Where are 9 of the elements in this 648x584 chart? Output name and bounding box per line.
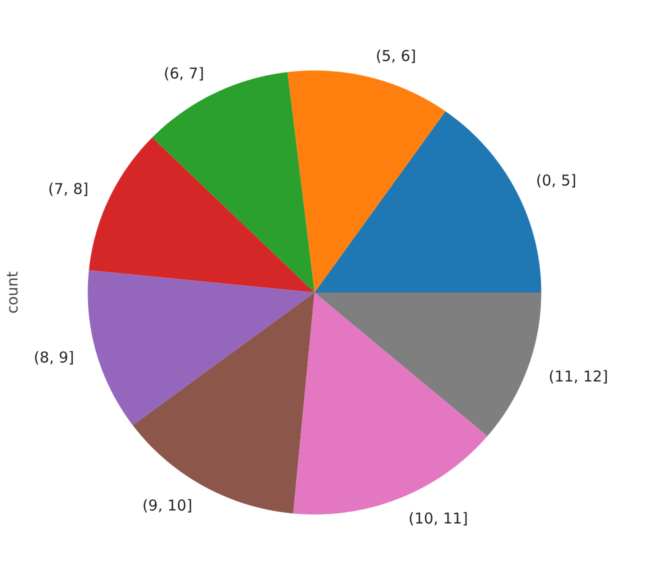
slice-label: (0, 5] bbox=[536, 171, 576, 190]
slice-label: (6, 7] bbox=[164, 64, 204, 83]
slice-label: (11, 12] bbox=[548, 368, 608, 386]
slice-label: (8, 9] bbox=[34, 348, 74, 367]
slice-label: (7, 8] bbox=[48, 180, 88, 198]
text: count bbox=[4, 271, 22, 314]
slice-label: (10, 11] bbox=[408, 510, 468, 528]
slice-label: (5, 6] bbox=[376, 46, 416, 65]
slice-label: (9, 10] bbox=[142, 496, 192, 514]
